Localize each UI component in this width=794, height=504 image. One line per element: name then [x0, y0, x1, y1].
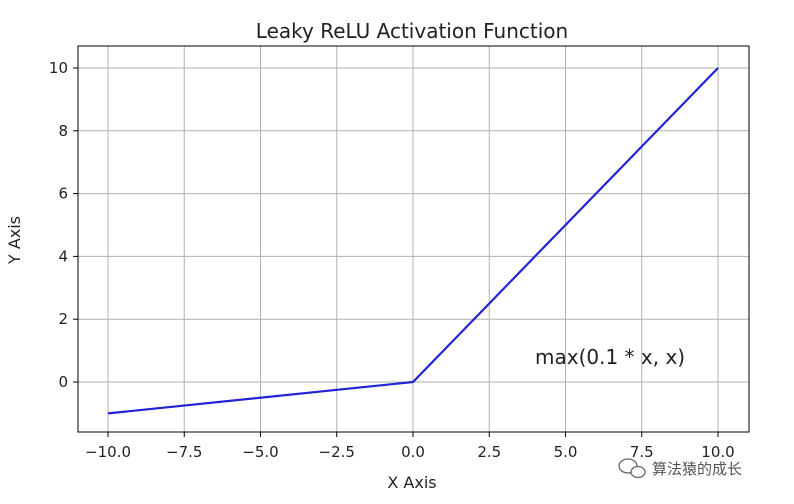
x-axis-label: X Axis [387, 473, 436, 492]
series-line [107, 67, 719, 415]
watermark: 算法猿的成长 [618, 458, 742, 479]
y-tick-label: 10 [49, 59, 68, 77]
grid [78, 46, 749, 432]
y-tick-label: 6 [58, 185, 68, 203]
y-tick-label: 2 [58, 310, 68, 328]
plot-frame [77, 45, 750, 433]
chart-title: Leaky ReLU Activation Function [256, 19, 568, 43]
y-tick-label: 0 [58, 373, 68, 391]
series-layer [107, 67, 719, 415]
y-tick-label: 8 [58, 122, 68, 140]
x-tick-label: 10.0 [701, 443, 734, 461]
wechat-icon [618, 458, 646, 479]
x-tick-label: 2.5 [477, 443, 501, 461]
x-tick-label: 5.0 [554, 443, 578, 461]
ticks: −10.0 −7.5 −5.0 −2.5 0.0 2.5 5.0 7.5 10.0 0 2 4 6 8 10 [49, 59, 735, 461]
x-tick-label: 7.5 [630, 443, 654, 461]
x-tick-label: −7.5 [166, 443, 202, 461]
y-axis-label: Y Axis [5, 216, 24, 265]
watermark-text: 算法猿的成长 [652, 460, 742, 478]
annotation-formula: max(0.1 * x, x) [535, 345, 685, 369]
x-tick-label: −5.0 [242, 443, 278, 461]
x-tick-label: −2.5 [319, 443, 355, 461]
x-tick-label: 0.0 [401, 443, 425, 461]
x-tick-label: −10.0 [85, 443, 131, 461]
y-tick-label: 4 [58, 247, 68, 265]
